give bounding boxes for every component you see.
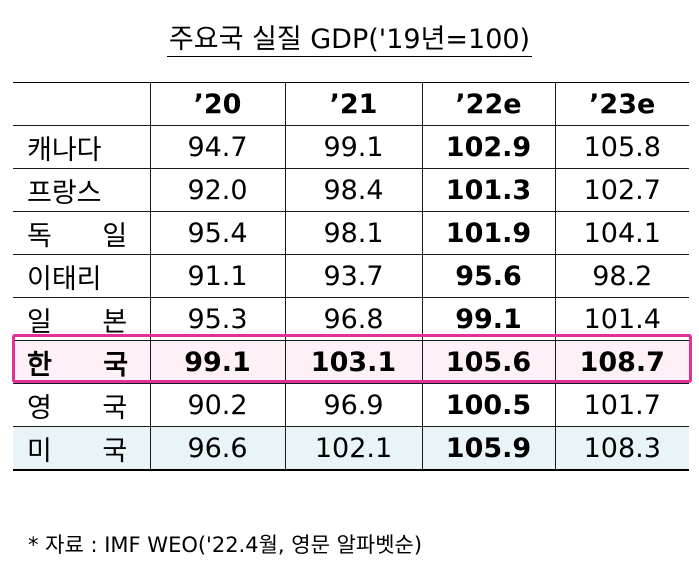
gdp-value: 93.7 xyxy=(284,254,422,298)
gdp-value: 95.3 xyxy=(149,297,285,341)
gdp-value: 101.4 xyxy=(554,297,689,341)
table-title: 주요국 실질 GDP('19년=100) xyxy=(0,20,699,60)
country-name: 일 본 xyxy=(13,297,150,341)
gdp-value: 101.3 xyxy=(421,168,555,212)
country-name: 한 국 xyxy=(13,340,150,384)
gdp-value: 94.7 xyxy=(149,125,285,169)
table-row: 한 국 99.1 103.1 105.6 108.7 xyxy=(13,340,689,384)
country-name: 미 국 xyxy=(13,426,150,471)
table-row: 일 본 95.3 96.8 99.1 101.4 xyxy=(13,297,689,341)
country-name: 독 일 xyxy=(13,211,150,255)
gdp-value: 102.9 xyxy=(421,125,555,169)
gdp-value: 105.9 xyxy=(421,426,555,471)
country-name: 프랑스 xyxy=(13,168,150,212)
gdp-value: 105.8 xyxy=(554,125,689,169)
table-row: 프랑스 92.0 98.4 101.3 102.7 xyxy=(13,168,689,212)
header-corner xyxy=(13,82,150,126)
table-row: 영 국 90.2 96.9 100.5 101.7 xyxy=(13,383,689,427)
gdp-value: 108.7 xyxy=(554,340,689,384)
header-year: ’21 xyxy=(284,82,422,126)
gdp-value: 96.8 xyxy=(284,297,422,341)
gdp-value: 95.6 xyxy=(421,254,555,298)
gdp-value: 98.1 xyxy=(284,211,422,255)
country-name: 이태리 xyxy=(13,254,150,298)
gdp-value: 98.4 xyxy=(284,168,422,212)
gdp-value: 91.1 xyxy=(149,254,285,298)
header-year: ’20 xyxy=(149,82,285,126)
gdp-value: 100.5 xyxy=(421,383,555,427)
gdp-value: 96.9 xyxy=(284,383,422,427)
table-title-text: 주요국 실질 GDP('19년=100) xyxy=(166,24,533,57)
gdp-value: 99.1 xyxy=(421,297,555,341)
gdp-value: 95.4 xyxy=(149,211,285,255)
gdp-value: 98.2 xyxy=(554,254,689,298)
gdp-value: 102.1 xyxy=(284,426,422,471)
gdp-value: 99.1 xyxy=(149,340,285,384)
source-note: * 자료 : IMF WEO('22.4월, 영문 알파벳순) xyxy=(28,533,423,557)
gdp-value: 99.1 xyxy=(284,125,422,169)
gdp-value: 105.6 xyxy=(421,340,555,384)
gdp-value: 92.0 xyxy=(149,168,285,212)
gdp-value: 104.1 xyxy=(554,211,689,255)
gdp-value: 101.7 xyxy=(554,383,689,427)
header-row: ’20’21’22e ’23e xyxy=(13,82,689,126)
gdp-value: 108.3 xyxy=(554,426,689,471)
table-row: 독 일 95.4 98.1 101.9 104.1 xyxy=(13,211,689,255)
header-year: ’23e xyxy=(554,82,689,126)
gdp-value: 90.2 xyxy=(149,383,285,427)
gdp-value: 96.6 xyxy=(149,426,285,471)
gdp-value: 103.1 xyxy=(284,340,422,384)
table-row: 캐나다 94.7 99.1 102.9 105.8 xyxy=(13,125,689,169)
country-name: 영 국 xyxy=(13,383,150,427)
country-name: 캐나다 xyxy=(13,125,150,169)
gdp-table: ’20’21’22e ’23e 캐나다 94.7 99.1 102.9 105.8 프랑스 92… xyxy=(13,82,689,471)
header-year: ’22e xyxy=(421,82,555,126)
table-row: 이태리 91.1 93.7 95.6 98.2 xyxy=(13,254,689,298)
gdp-value: 101.9 xyxy=(421,211,555,255)
gdp-value: 102.7 xyxy=(554,168,689,212)
table-row: 미 국 96.6 102.1 105.9 108.3 xyxy=(13,426,689,471)
